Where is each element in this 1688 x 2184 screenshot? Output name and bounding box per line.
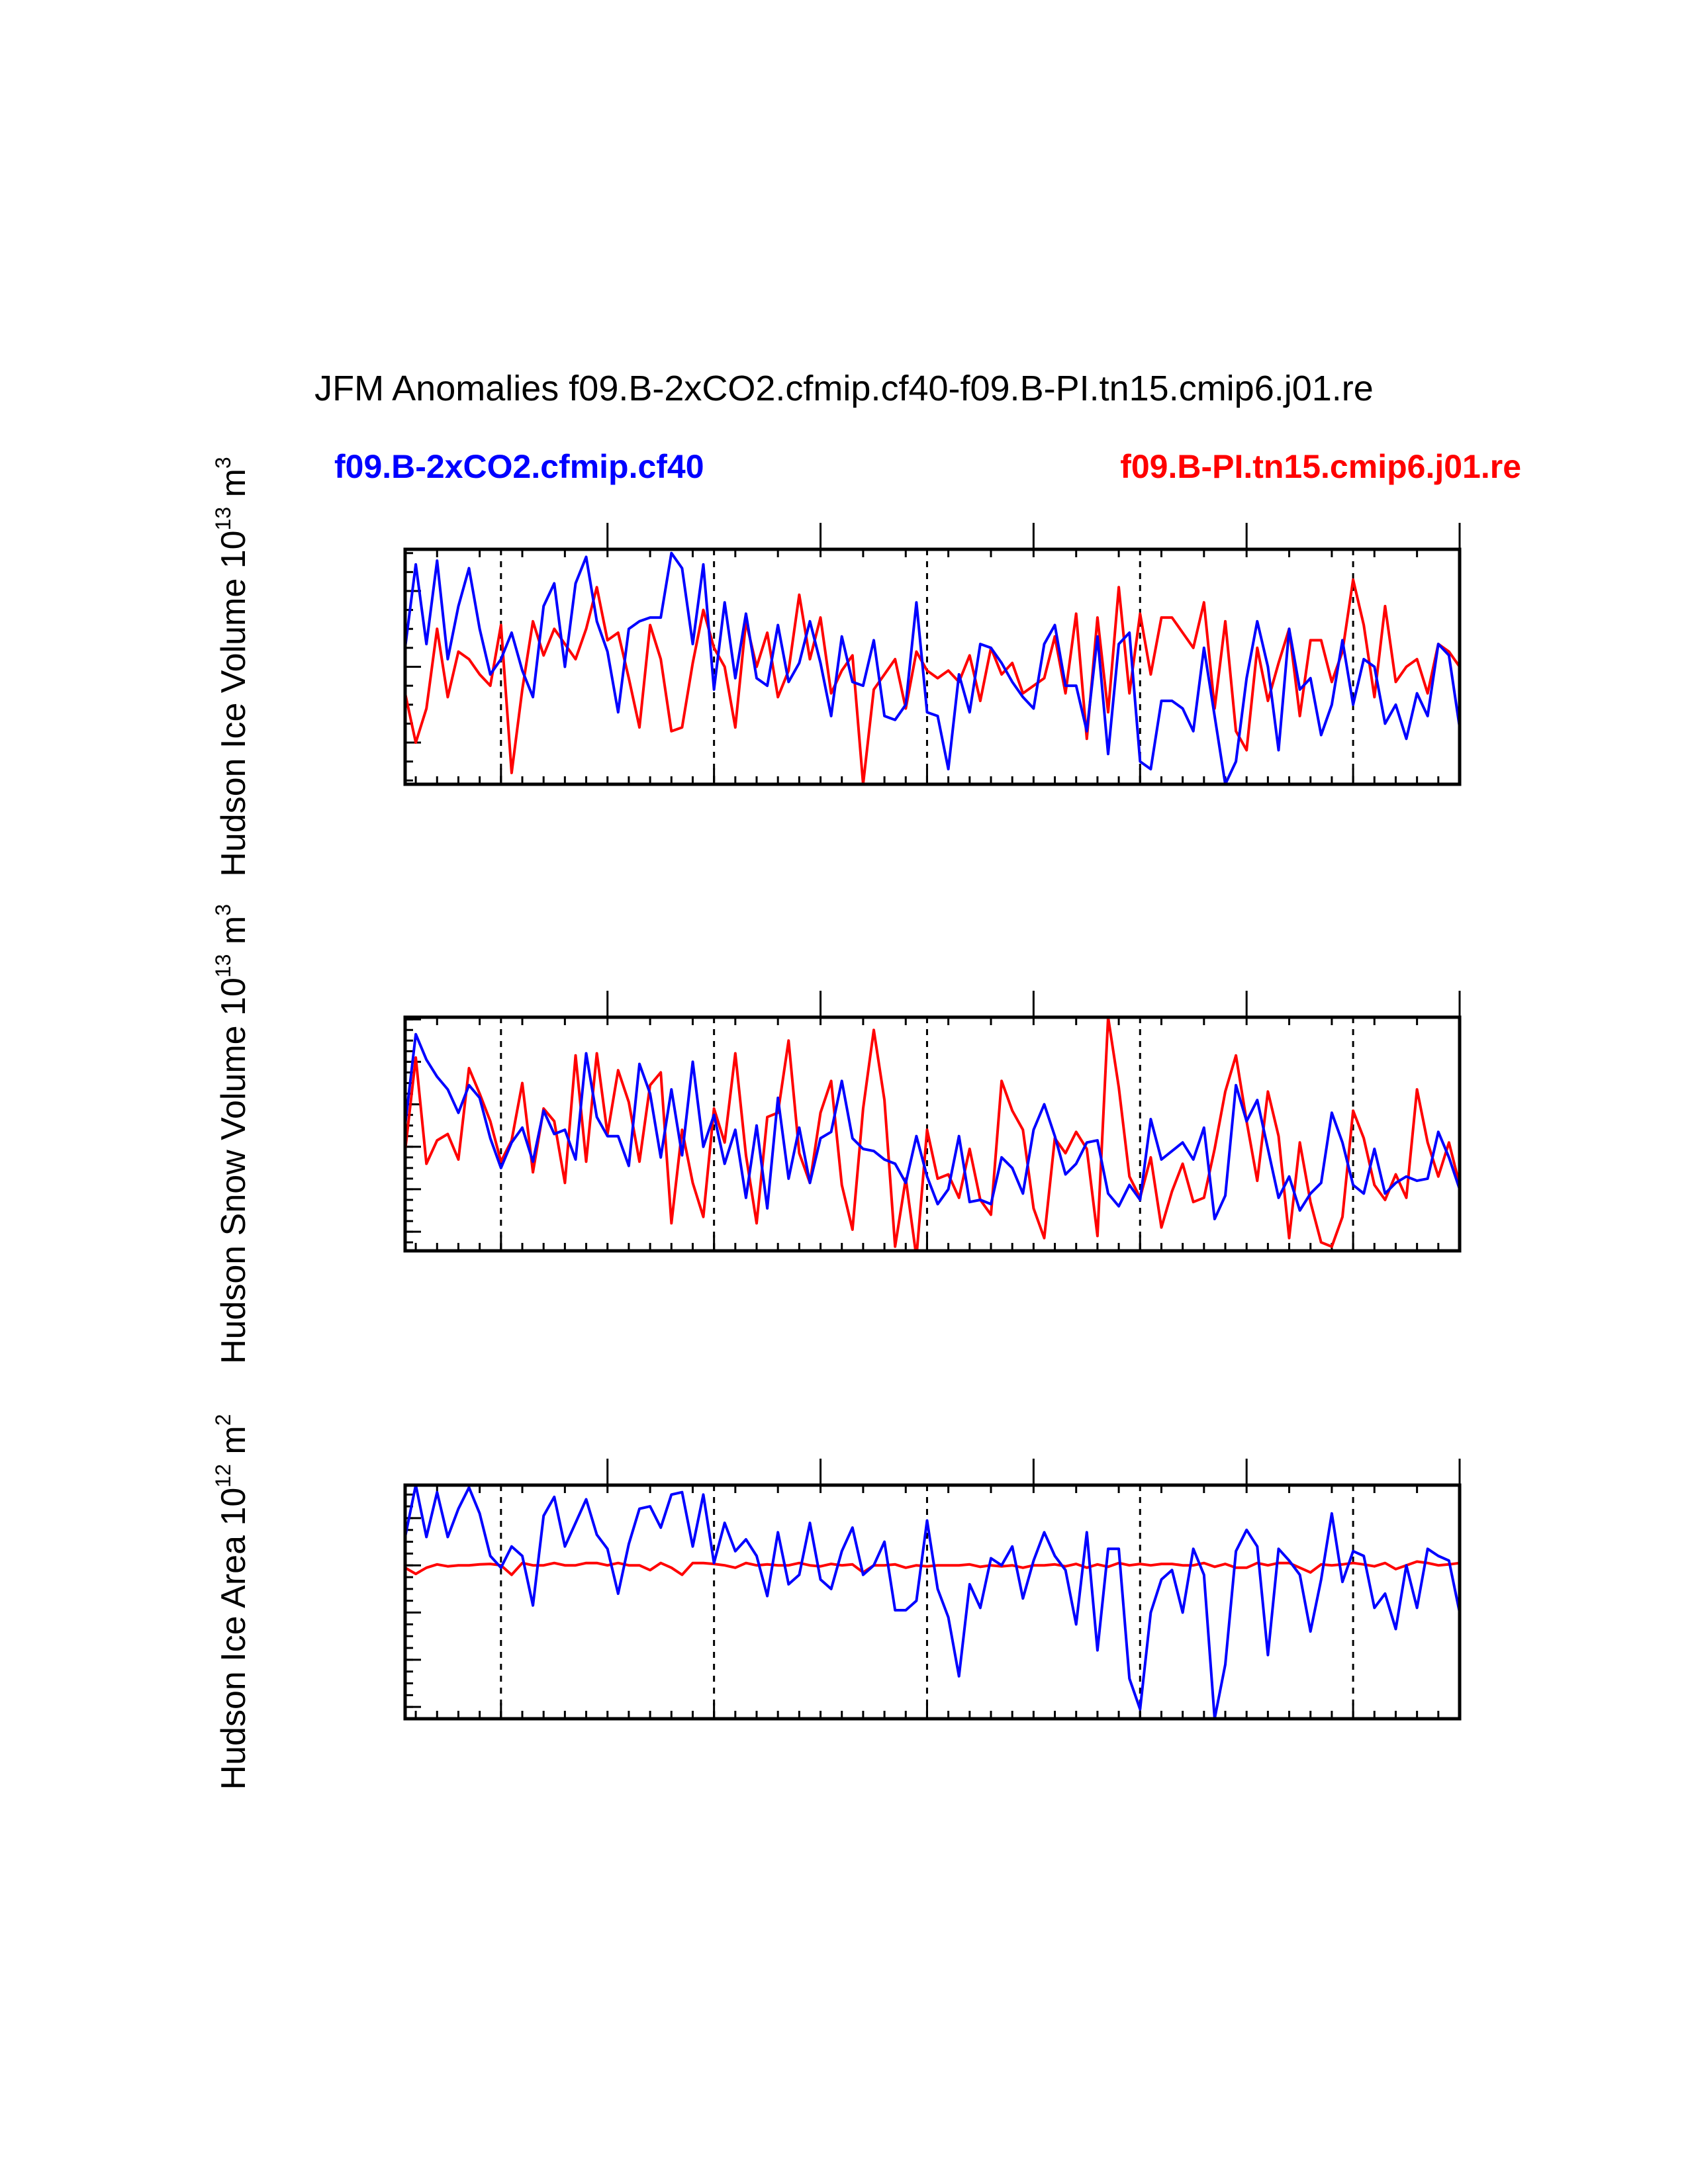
series-line-cf40 bbox=[405, 1485, 1460, 1719]
series-line-pi bbox=[405, 1017, 1460, 1251]
overlay-label-right: f09.B-PI.tn15.cmip6.j01.re bbox=[1120, 448, 1521, 485]
panels: Hudson Ice Volume 1013 m3 Hudson Snow Vol… bbox=[211, 457, 1462, 1790]
panel-2: Hudson Snow Volume 1013 m3 bbox=[211, 904, 1462, 1364]
y-axis-label: Hudson Snow Volume 1013 m3 bbox=[211, 904, 253, 1364]
panel-3: Hudson Ice Area 1012 m2 bbox=[211, 1414, 1462, 1790]
series-line-cf40 bbox=[405, 1032, 1460, 1220]
y-axis-label: Hudson Ice Volume 1013 m3 bbox=[211, 457, 253, 876]
y-axis-label: Hudson Ice Area 1012 m2 bbox=[211, 1414, 253, 1790]
plot-frame bbox=[403, 1483, 1462, 1721]
main-title: JFM Anomalies f09.B-2xCO2.cfmip.cf40-f09… bbox=[314, 369, 1374, 408]
overlay-label-left: f09.B-2xCO2.cfmip.cf40 bbox=[334, 448, 704, 485]
series-line-pi bbox=[405, 1560, 1460, 1576]
panel-1: Hudson Ice Volume 1013 m3 bbox=[211, 457, 1462, 877]
plot-frame bbox=[403, 1015, 1462, 1253]
plot-frame bbox=[403, 547, 1462, 786]
series-line-pi bbox=[405, 578, 1460, 784]
series-line-cf40 bbox=[405, 551, 1460, 784]
